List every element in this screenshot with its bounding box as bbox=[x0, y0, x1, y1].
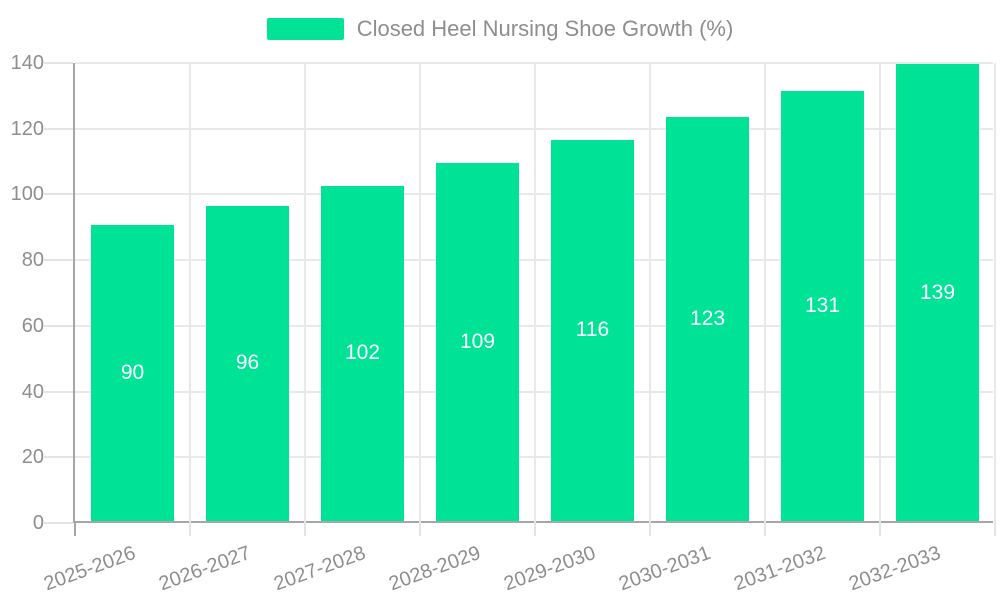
bar[interactable]: 96 bbox=[206, 205, 289, 521]
y-axis-tick bbox=[44, 390, 73, 393]
y-axis-label: 140 bbox=[10, 52, 44, 74]
x-axis-tick bbox=[994, 521, 996, 536]
y-axis-tick bbox=[44, 127, 73, 130]
y-axis-tick bbox=[44, 193, 73, 196]
legend-label: Closed Heel Nursing Shoe Growth (%) bbox=[356, 16, 734, 41]
y-axis-tick bbox=[44, 522, 73, 524]
gridline-vertical bbox=[189, 63, 191, 521]
bar-value-label: 96 bbox=[235, 351, 260, 375]
x-axis-label: 2032-2033 bbox=[845, 541, 944, 596]
gridline-vertical bbox=[419, 63, 421, 521]
x-axis-tick bbox=[764, 521, 766, 536]
x-axis-label: 2030-2031 bbox=[615, 541, 714, 596]
bar-value-label: 131 bbox=[804, 293, 841, 317]
x-axis-tick bbox=[189, 521, 191, 536]
x-axis-tick bbox=[649, 521, 651, 536]
x-axis-label: 2028-2029 bbox=[385, 541, 484, 596]
x-axis-label: 2029-2030 bbox=[500, 541, 599, 596]
plot-area: 0 20 40 60 80 100 120 140 90 2025-2026 96 2026-2027… bbox=[11, 52, 996, 595]
bar[interactable]: 116 bbox=[551, 139, 634, 521]
y-axis-label: 100 bbox=[10, 183, 44, 206]
gridline-vertical bbox=[534, 63, 536, 521]
gridline-vertical bbox=[764, 63, 766, 521]
bar[interactable]: 131 bbox=[781, 90, 864, 521]
bar-value-label: 109 bbox=[459, 329, 496, 353]
bar-value-label: 123 bbox=[689, 306, 726, 330]
y-axis-tick bbox=[44, 259, 73, 262]
bar-value-label: 102 bbox=[344, 341, 381, 365]
bar-value-label: 139 bbox=[919, 280, 956, 304]
gridline-vertical bbox=[649, 63, 651, 521]
bar[interactable]: 123 bbox=[666, 116, 749, 521]
legend[interactable]: Closed Heel Nursing Shoe Growth (%) bbox=[0, 16, 1000, 42]
x-axis-tick bbox=[419, 521, 421, 536]
y-axis-label: 80 bbox=[21, 249, 44, 272]
gridline-vertical bbox=[879, 63, 881, 521]
bar[interactable]: 90 bbox=[91, 225, 174, 521]
legend-swatch bbox=[266, 18, 344, 40]
y-axis-label: 40 bbox=[21, 380, 44, 403]
bar[interactable]: 109 bbox=[436, 162, 519, 521]
y-axis-label: 20 bbox=[21, 446, 44, 469]
y-axis-label: 0 bbox=[32, 512, 44, 534]
y-axis-tick bbox=[44, 62, 73, 64]
x-axis-label: 2025-2026 bbox=[40, 541, 139, 596]
x-axis-tick bbox=[534, 521, 536, 536]
bar[interactable]: 102 bbox=[321, 185, 404, 521]
y-axis-label: 60 bbox=[21, 314, 44, 337]
x-axis-tick bbox=[879, 521, 881, 536]
gridline-vertical bbox=[994, 63, 996, 521]
x-axis-tick corner bbox=[74, 521, 76, 536]
bar[interactable]: 139 bbox=[896, 64, 979, 521]
x-axis-tick bbox=[304, 521, 306, 536]
bar-value-label: 116 bbox=[575, 318, 610, 342]
y-axis-label: 120 bbox=[10, 117, 44, 140]
y-axis-tick bbox=[44, 456, 73, 459]
x-axis-label: 2031-2032 bbox=[730, 541, 829, 596]
y-axis-tick bbox=[44, 324, 73, 327]
bar-value-label: 90 bbox=[120, 361, 145, 385]
gridline-vertical bbox=[304, 63, 306, 521]
x-axis-label: 2027-2028 bbox=[270, 541, 369, 596]
x-axis-label: 2026-2027 bbox=[155, 541, 254, 596]
